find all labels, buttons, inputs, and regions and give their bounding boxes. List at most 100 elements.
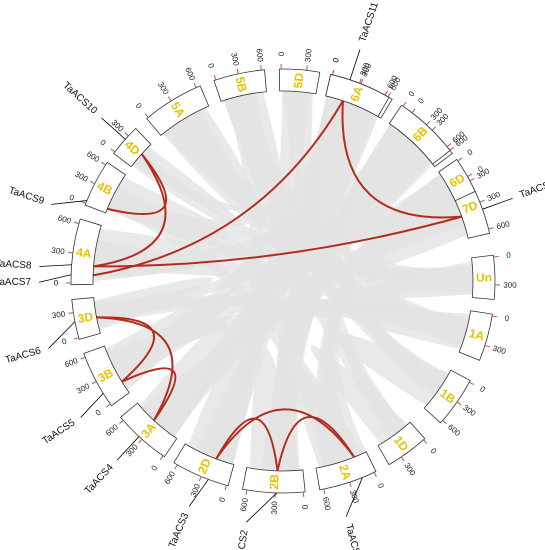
chromosome-box xyxy=(213,69,267,102)
gene-taacs4: TaACS4 xyxy=(83,436,140,497)
chromosome-ring: 7A03006007B03006007D0300600Un03001A03001… xyxy=(51,48,517,515)
scale-label: 600 xyxy=(63,356,79,369)
gene-label: TaACS9 xyxy=(7,185,46,207)
background-synteny-links xyxy=(93,91,474,472)
gene-taacs1: TaACS1 xyxy=(343,477,363,550)
scale-label: 0 xyxy=(300,504,309,510)
background-link xyxy=(330,331,450,406)
background-link xyxy=(163,107,262,216)
gene-taacs9: TaACS9 xyxy=(7,185,87,207)
gene-pointer xyxy=(38,274,72,283)
background-link xyxy=(287,350,364,468)
scale-tick xyxy=(469,178,475,182)
gene-pointer xyxy=(51,200,87,205)
chromosome-box xyxy=(84,161,127,214)
chromosome-label: 1A xyxy=(467,326,486,344)
chromosome-box xyxy=(377,421,426,466)
scale-tick xyxy=(91,381,97,385)
gene-label: TaACS10 xyxy=(60,80,99,117)
chromosome-label: 5B xyxy=(233,75,250,93)
chromosome-label: 3D xyxy=(77,309,95,326)
scale-label: 600 xyxy=(495,219,511,231)
scale-tick xyxy=(245,489,248,495)
gene-taacs8: TaACS8 xyxy=(0,258,72,272)
scale-tick xyxy=(479,199,485,203)
duplication-links xyxy=(92,100,463,472)
scale-label: 0 xyxy=(61,337,68,347)
scale-label: 300 xyxy=(303,48,313,63)
chromosome-label: 7D xyxy=(460,198,480,217)
scale-label: 0 xyxy=(94,408,103,418)
scale-tick xyxy=(493,255,499,258)
chromosome-2a: 2A0300600 xyxy=(315,451,386,512)
duplication-link xyxy=(106,153,168,215)
scale-tick xyxy=(360,79,364,85)
gene-label: TaACS2 xyxy=(234,529,250,550)
scale-label: 600 xyxy=(446,422,462,438)
gene-label: TaACS5 xyxy=(41,417,78,447)
scale-label: 300 xyxy=(270,500,280,514)
scale-tick xyxy=(138,438,143,444)
chromosome-2b: 2B 0 300 600 xyxy=(239,467,310,515)
background-link xyxy=(349,174,454,261)
scale-tick xyxy=(492,315,498,318)
background-link xyxy=(339,125,431,243)
scale-tick xyxy=(400,456,405,462)
scale-tick xyxy=(174,464,178,470)
chromosome-box xyxy=(120,402,178,458)
scale-label: 300 xyxy=(503,281,517,290)
duplication-link xyxy=(276,415,356,472)
scale-tick xyxy=(431,126,436,131)
chromosome-box xyxy=(173,443,235,487)
duplication-link xyxy=(341,100,462,219)
scale-label: 300 xyxy=(461,403,478,418)
scale-tick xyxy=(411,108,416,114)
chromosome-box xyxy=(315,451,377,491)
scale-label: 300 xyxy=(109,118,125,134)
chromosome-box xyxy=(471,254,496,300)
chromosome-box xyxy=(113,127,152,168)
scale-tick xyxy=(446,143,452,148)
chromosome-label: 2B xyxy=(267,474,282,490)
duplication-link xyxy=(215,417,279,472)
scale-label: 0 xyxy=(407,89,417,98)
scale-tick xyxy=(90,180,95,185)
scale-tick xyxy=(467,173,473,178)
scale-label: 0 xyxy=(206,62,216,70)
gene-label: TaACS6 xyxy=(4,345,43,366)
scale-label: 0 xyxy=(98,138,107,148)
scale-label: 300 xyxy=(492,344,508,357)
scale-tick xyxy=(73,337,79,340)
gene-taacs5: TaACS5 xyxy=(41,393,104,447)
scale-label: 300 xyxy=(402,461,417,478)
chromosome-label: 6D xyxy=(447,170,468,190)
background-link xyxy=(345,309,471,350)
background-link xyxy=(133,146,242,225)
chromosome-label: Un xyxy=(476,270,492,284)
scale-tick xyxy=(110,148,116,153)
background-link xyxy=(105,298,216,390)
scale-label: 600 xyxy=(255,48,265,63)
scale-label: 300 xyxy=(51,309,66,320)
chromosome-1a: 1A 0 300 xyxy=(458,310,510,361)
scale-label: 0 xyxy=(478,384,487,394)
scale-tick xyxy=(423,439,428,444)
background-link xyxy=(224,92,286,211)
chromosome-label: 6A xyxy=(347,84,366,104)
scale-tick xyxy=(68,312,74,314)
scale-tick xyxy=(67,251,73,254)
gene-taacs7: TaACS7 xyxy=(0,274,72,288)
scale-tick xyxy=(224,485,227,491)
scale-label: 600 xyxy=(57,213,73,225)
scale-tick xyxy=(456,401,462,406)
chromosome-un: Un 0 300 xyxy=(471,251,517,300)
gene-pointer xyxy=(482,197,513,210)
scale-label: 600 xyxy=(163,469,178,486)
background-link xyxy=(153,101,370,437)
scale-tick xyxy=(168,96,172,102)
scale-label: 0 xyxy=(416,96,426,105)
chromosome-box xyxy=(71,297,101,340)
scale-tick xyxy=(426,120,431,126)
